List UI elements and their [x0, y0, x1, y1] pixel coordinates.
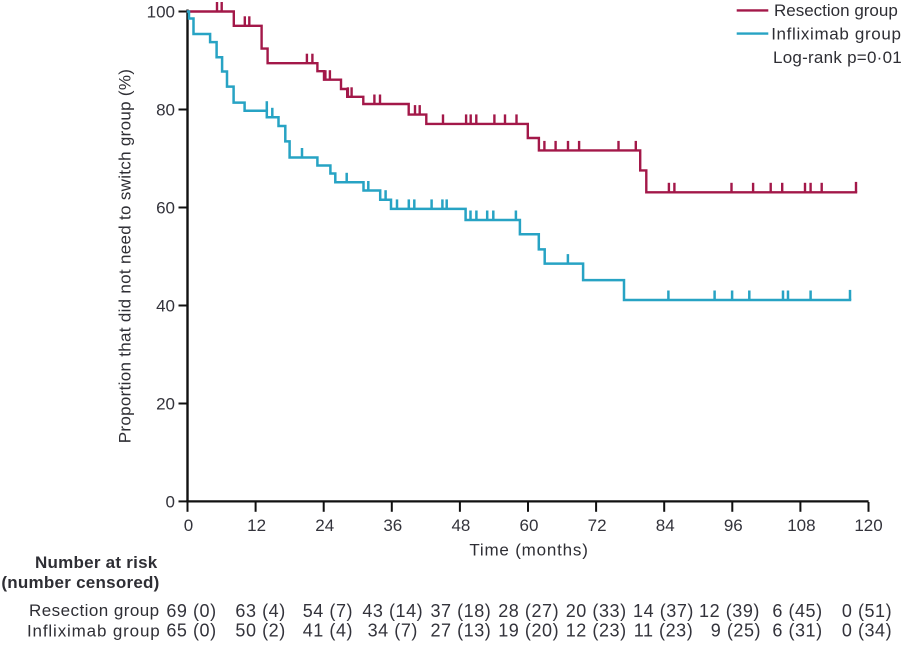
svg-text:19 (20): 19 (20) — [498, 621, 559, 641]
svg-text:43 (14): 43 (14) — [362, 601, 423, 621]
svg-text:54 (7): 54 (7) — [303, 601, 353, 621]
svg-text:37 (18): 37 (18) — [430, 601, 491, 621]
svg-text:60: 60 — [520, 516, 539, 535]
svg-text:Log-rank p=0·01: Log-rank p=0·01 — [773, 48, 902, 67]
svg-text:63 (4): 63 (4) — [235, 601, 285, 621]
svg-text:84: 84 — [656, 516, 675, 535]
svg-text:(number censored): (number censored) — [1, 573, 159, 592]
svg-text:Number at risk: Number at risk — [35, 553, 158, 572]
svg-text:Resection group: Resection group — [29, 601, 160, 620]
svg-text:65 (0): 65 (0) — [166, 621, 216, 641]
svg-text:40: 40 — [156, 297, 175, 316]
svg-text:0 (51): 0 (51) — [842, 601, 892, 621]
svg-text:9 (25): 9 (25) — [711, 621, 761, 641]
svg-text:28 (27): 28 (27) — [498, 601, 559, 621]
svg-text:20: 20 — [156, 395, 175, 414]
svg-text:11 (23): 11 (23) — [634, 621, 694, 641]
svg-text:120: 120 — [854, 516, 882, 535]
svg-text:80: 80 — [156, 101, 175, 120]
svg-text:Infliximab group: Infliximab group — [27, 621, 161, 640]
svg-text:12: 12 — [247, 516, 266, 535]
svg-text:12 (39): 12 (39) — [699, 601, 760, 621]
svg-text:36: 36 — [383, 516, 402, 535]
svg-text:72: 72 — [588, 516, 607, 535]
svg-text:48: 48 — [451, 516, 470, 535]
svg-text:12 (23): 12 (23) — [566, 621, 627, 641]
svg-text:108: 108 — [787, 516, 815, 535]
svg-text:Time (months): Time (months) — [469, 541, 588, 560]
svg-text:27 (13): 27 (13) — [430, 621, 491, 641]
svg-text:34 (7): 34 (7) — [368, 621, 418, 641]
svg-text:6 (31): 6 (31) — [772, 621, 822, 641]
svg-text:41 (4): 41 (4) — [303, 621, 353, 641]
svg-text:0 (34): 0 (34) — [842, 621, 892, 641]
svg-text:0: 0 — [166, 492, 175, 511]
svg-text:50 (2): 50 (2) — [235, 621, 285, 641]
svg-text:20 (33): 20 (33) — [566, 601, 627, 621]
svg-text:100: 100 — [147, 3, 175, 22]
svg-text:Infliximab group: Infliximab group — [771, 24, 901, 43]
svg-text:6 (45): 6 (45) — [772, 601, 822, 621]
svg-text:60: 60 — [156, 199, 175, 218]
svg-text:0: 0 — [184, 516, 193, 535]
svg-text:96: 96 — [724, 516, 743, 535]
svg-text:14 (37): 14 (37) — [633, 601, 694, 621]
svg-text:69 (0): 69 (0) — [166, 601, 216, 621]
svg-text:24: 24 — [315, 516, 334, 535]
svg-text:Proportion that did not need t: Proportion that did not need to switch g… — [116, 69, 135, 443]
svg-text:Resection group: Resection group — [774, 1, 898, 20]
